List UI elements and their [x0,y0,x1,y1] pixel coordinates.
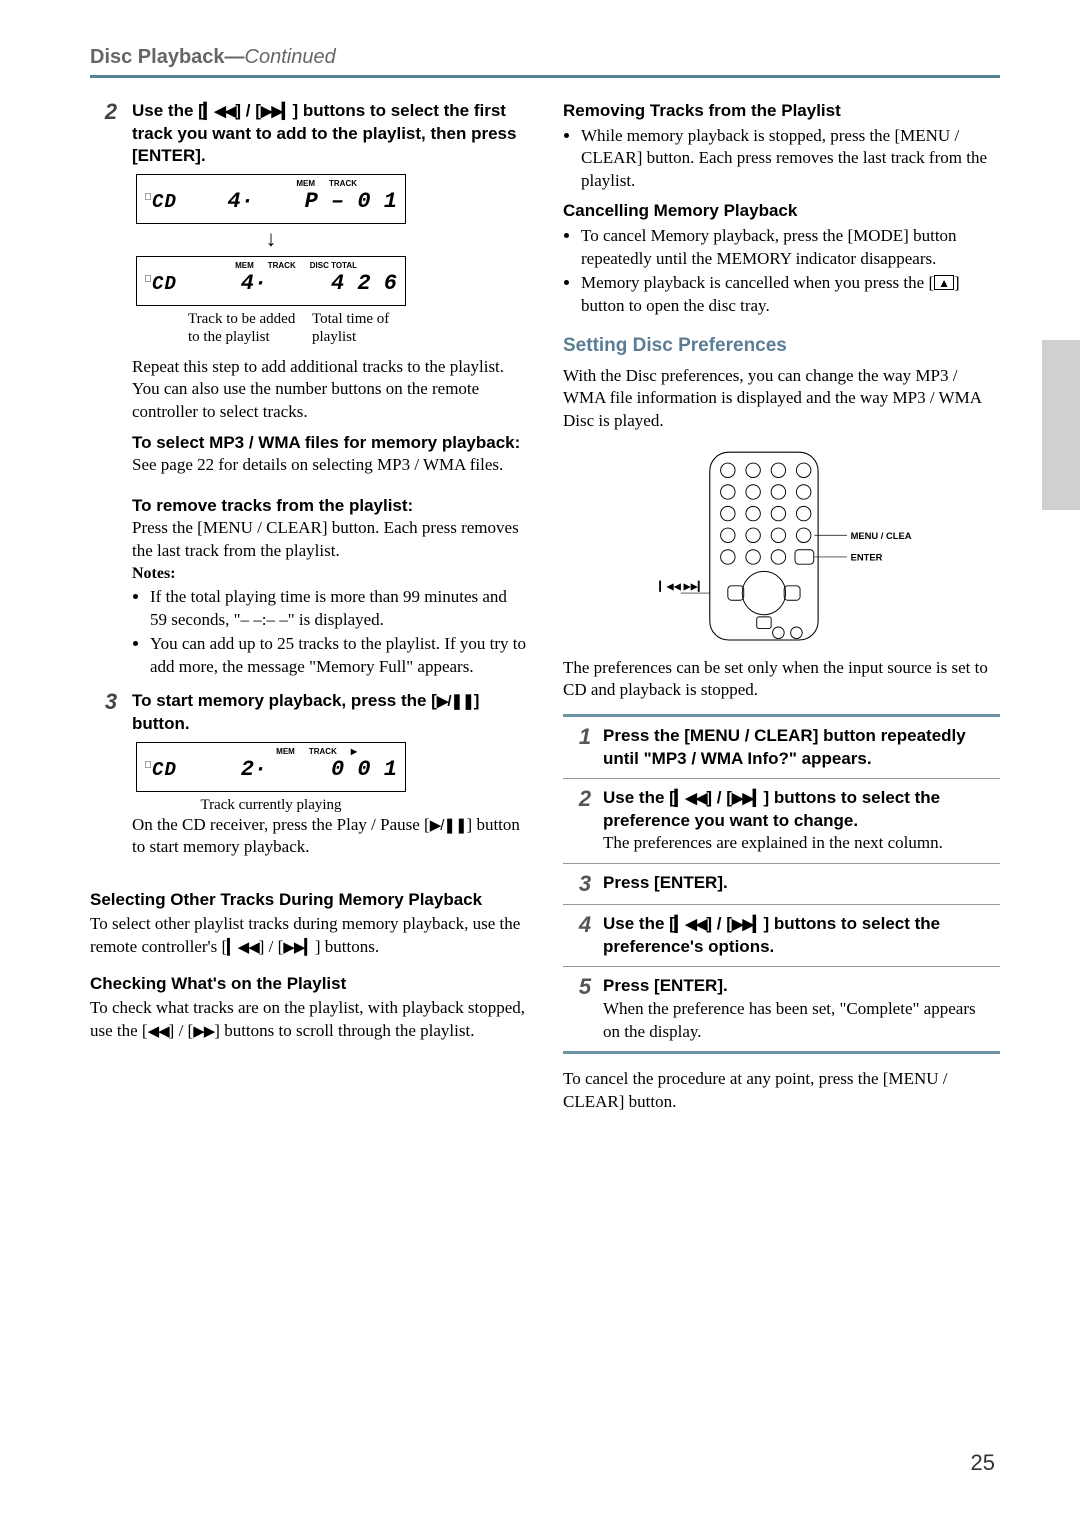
prefs-section-title: Setting Disc Preferences [563,333,1000,358]
rewind-icon: ◀◀ [148,1023,169,1040]
step2-body2: You can also use the number buttons on t… [132,378,527,423]
display-panel-3: MEMTRACK▶ □CD 2· 0 0 1 [136,742,406,792]
prefs-after: The preferences can be set only when the… [563,657,1000,702]
table-row: 2 Use the [▎◀◀] / [▶▶▎] buttons to selec… [563,779,1000,864]
sel-other-body: To select other playlist tracks during m… [90,913,527,958]
header-title: Disc Playback— [90,46,245,68]
header-suffix: Continued [245,46,336,68]
notes-label: Notes: [132,563,527,584]
sel-other-title: Selecting Other Tracks During Memory Pla… [90,889,527,912]
cancel-list: To cancel Memory playback, press the [MO… [563,225,1000,317]
step2-sub2-body: Press the [MENU / CLEAR] button. Each pr… [132,517,527,562]
removing-list: While memory playback is stopped, press … [563,125,1000,193]
prefs-footer: To cancel the procedure at any point, pr… [563,1068,1000,1113]
right-column: Removing Tracks from the Playlist While … [563,100,1000,1114]
side-tab [1042,340,1080,510]
check-body: To check what tracks are on the playlist… [90,997,527,1042]
table-row: 3 Press [ENTER]. [563,864,1000,905]
play-pause-icon: ▶/❚❚ [437,693,474,710]
step-2: 2 Use the [▎◀◀] / [▶▶▎] buttons to selec… [90,100,527,684]
removing-title: Removing Tracks from the Playlist [563,100,1000,123]
header-rule [90,75,1000,78]
remote-diagram: MENU / CLEAR ENTER ▎◀◀ ▶▶▎ [652,445,912,647]
list-item: To cancel Memory playback, press the [MO… [581,225,1000,270]
step2-sub1-body: See page 22 for details on selecting MP3… [132,454,527,477]
table-row: 1 Press the [MENU / CLEAR] button repeat… [563,717,1000,779]
step3-body: On the CD receiver, press the Play / Pau… [132,814,527,859]
prefs-steps-table: 1 Press the [MENU / CLEAR] button repeat… [563,714,1000,1054]
arrow-down-icon: ↓ [136,228,406,250]
next-icon: ▶▶▎ [261,103,293,120]
page-number: 25 [971,1450,995,1476]
table-row: 4 Use the [▎◀◀] / [▶▶▎] buttons to selec… [563,905,1000,967]
next-icon: ▶▶▎ [732,916,764,933]
prefs-intro: With the Disc preferences, you can chang… [563,365,1000,433]
enter-label: ENTER [850,552,882,562]
step2-sub1-title: To select MP3 / WMA files for memory pla… [132,432,527,455]
list-item: Memory playback is cancelled when you pr… [581,272,1000,317]
prev-icon: ▎◀◀ [675,790,707,807]
cancel-title: Cancelling Memory Playback [563,200,1000,223]
prev-icon: ▎◀◀ [675,916,707,933]
page-header: Disc Playback—Continued [90,46,1000,75]
note-item: If the total playing time is more than 9… [150,586,527,631]
table-row: 5 Press [ENTER]. When the preference has… [563,967,1000,1051]
display-panel-1: MEMTRACK □CD 4· P – 0 1 [136,174,406,224]
step-number: 2 [90,100,132,124]
step2-title: Use the [▎◀◀] / [▶▶▎] buttons to select … [132,100,527,168]
check-title: Checking What's on the Playlist [90,973,527,996]
step-number: 3 [90,690,132,714]
next-icon: ▶▶▎ [283,939,315,956]
note-item: You can add up to 25 tracks to the playl… [150,633,527,678]
left-column: 2 Use the [▎◀◀] / [▶▶▎] buttons to selec… [90,100,527,1114]
prev-next-label: ▎◀◀ ▶▶▎ [658,580,705,592]
forward-icon: ▶▶ [193,1023,214,1040]
display-caption: Track currently playing [136,796,406,814]
play-pause-icon: ▶/❚❚ [430,817,467,834]
step2-body1: Repeat this step to add additional track… [132,356,527,379]
list-item: While memory playback is stopped, press … [581,125,1000,193]
display-panel-2: MEMTRACKDISC TOTAL □CD 4· 4 2 6 [136,256,406,306]
step3-title: To start memory playback, press the [▶/❚… [132,690,527,735]
step2-sub2-title: To remove tracks from the playlist: [132,495,527,518]
display-captions: Track to be added to the playlist Total … [136,310,406,346]
eject-icon: ▲ [934,275,954,290]
notes-list: If the total playing time is more than 9… [132,586,527,678]
menu-clear-label: MENU / CLEAR [850,530,911,540]
prev-icon: ▎◀◀ [227,939,259,956]
step-3: 3 To start memory playback, press the [▶… [90,690,527,858]
next-icon: ▶▶▎ [732,790,764,807]
prev-icon: ▎◀◀ [204,103,236,120]
